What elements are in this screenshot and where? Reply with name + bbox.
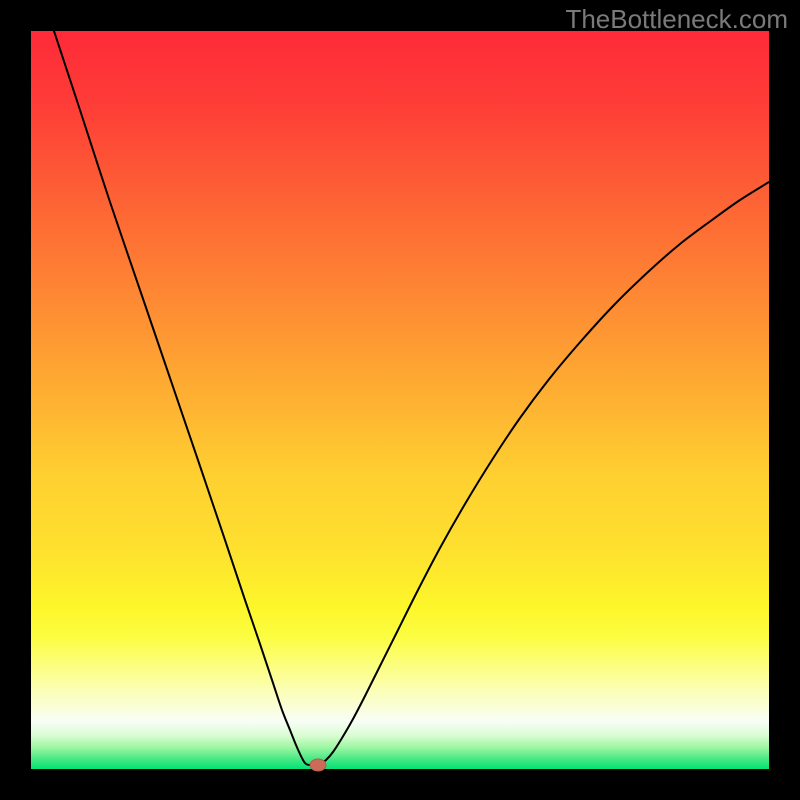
bottleneck-chart [0,0,800,800]
chart-container: TheBottleneck.com [0,0,800,800]
gradient-background [31,31,769,769]
optimum-marker [310,759,326,771]
watermark-text: TheBottleneck.com [565,4,788,35]
